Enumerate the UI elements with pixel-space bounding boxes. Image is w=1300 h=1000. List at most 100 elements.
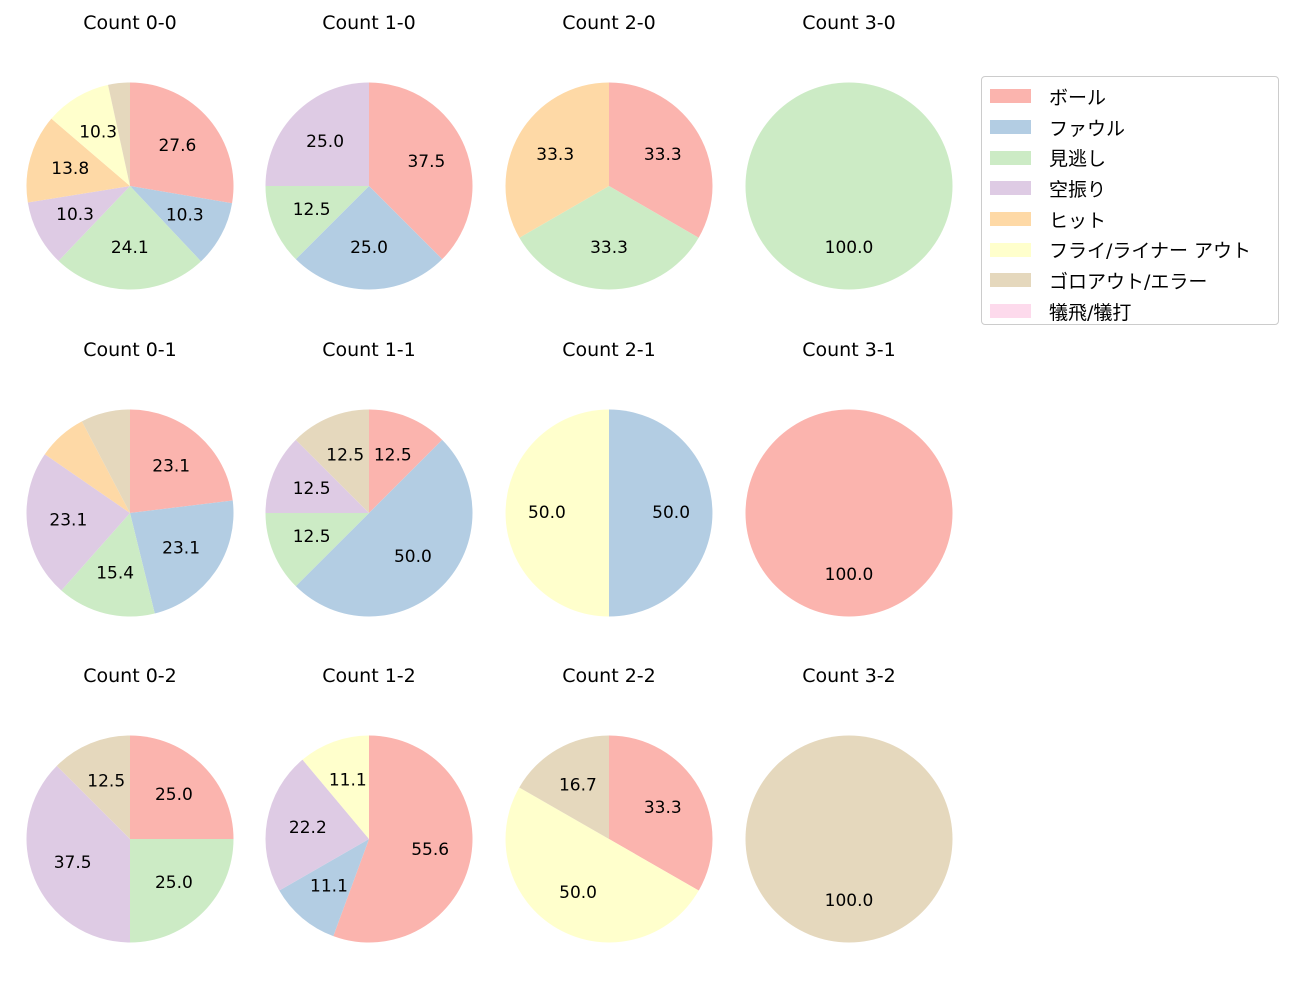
pie-slice bbox=[369, 82, 473, 260]
pie-slice bbox=[26, 765, 131, 943]
pie-slice bbox=[265, 186, 369, 260]
legend-swatch bbox=[990, 120, 1031, 135]
pie-count-0-2: Count 0-2 25.0 25.0 37.5 12.5 bbox=[26, 665, 234, 943]
slice-label: 25.0 bbox=[155, 873, 193, 893]
slice-label: 11.1 bbox=[329, 771, 367, 791]
pie-title: Count 2-2 bbox=[562, 665, 656, 687]
pie-title: Count 3-1 bbox=[802, 339, 896, 361]
pie-count-3-1: Count 3-1 100.0 bbox=[745, 339, 953, 617]
pie-count-1-2: Count 1-2 55.6 11.1 22.2 11.1 bbox=[265, 665, 473, 943]
slice-label: 10.3 bbox=[56, 205, 94, 225]
pie-slice bbox=[745, 409, 953, 617]
pie-slice bbox=[26, 118, 131, 203]
pie-slice bbox=[505, 787, 699, 943]
pie-slice bbox=[130, 186, 233, 262]
slice-label: 25.0 bbox=[155, 785, 193, 805]
pie-count-3-2: Count 3-2 100.0 bbox=[745, 665, 953, 943]
legend-swatch bbox=[990, 181, 1031, 196]
pie-slice bbox=[745, 82, 953, 290]
pie-count-2-1: Count 2-1 50.0 50.0 bbox=[505, 339, 713, 617]
legend-swatch bbox=[990, 212, 1031, 227]
pie-title: Count 0-1 bbox=[83, 339, 177, 361]
slice-label: 100.0 bbox=[825, 238, 874, 258]
slice-label: 50.0 bbox=[652, 503, 690, 523]
pie-slice bbox=[27, 186, 130, 261]
pie-title: Count 0-0 bbox=[83, 12, 177, 34]
slice-label: 33.3 bbox=[644, 145, 682, 165]
pie-slice bbox=[333, 735, 473, 943]
pie-count-1-1: Count 1-1 12.5 50.0 12.5 12.5 12.5 bbox=[265, 339, 473, 617]
pie-slice bbox=[295, 186, 443, 290]
pie-slice bbox=[51, 84, 130, 186]
slice-label: 16.7 bbox=[559, 775, 597, 795]
slice-label: 27.6 bbox=[158, 136, 196, 156]
slice-label: 100.0 bbox=[825, 565, 874, 585]
slice-label: 12.5 bbox=[293, 200, 331, 220]
pie-count-2-0: Count 2-0 33.3 33.3 33.3 bbox=[505, 12, 713, 290]
slice-label: 23.1 bbox=[49, 510, 87, 530]
pie-slice bbox=[44, 421, 131, 513]
pie-title: Count 1-1 bbox=[322, 339, 416, 361]
pie-count-3-0: Count 3-0 100.0 bbox=[745, 12, 953, 290]
legend-label: 見逃し bbox=[1049, 148, 1107, 171]
pie-count-0-1: Count 0-1 23.1 23.1 15.4 23.1 bbox=[26, 339, 234, 617]
legend-item: 空振り bbox=[982, 173, 1278, 204]
pie-title: Count 2-1 bbox=[562, 339, 656, 361]
pie-slice bbox=[58, 186, 201, 290]
legend-item: 犠飛/犠打 bbox=[982, 296, 1278, 327]
slice-label: 50.0 bbox=[559, 883, 597, 903]
pie-slice bbox=[108, 82, 130, 186]
pie-slice bbox=[265, 439, 369, 513]
legend: ボール ファウル 見逃し 空振り ヒット フライ/ライナー アウト ゴロアウト/エラー 犠飛/… bbox=[981, 76, 1279, 325]
pie-slice bbox=[130, 735, 234, 839]
pie-title: Count 0-2 bbox=[83, 665, 177, 687]
pie-slice bbox=[609, 735, 713, 891]
slice-label: 22.2 bbox=[289, 818, 327, 838]
pie-slice bbox=[745, 735, 953, 943]
slice-label: 25.0 bbox=[306, 132, 344, 152]
pie-slice bbox=[505, 409, 609, 617]
pie-slice bbox=[505, 82, 609, 238]
pie-count-1-0: Count 1-0 37.5 25.0 12.5 25.0 bbox=[265, 12, 473, 290]
slice-label: 37.5 bbox=[54, 853, 92, 873]
pie-slice bbox=[609, 82, 713, 238]
legend-label: 犠飛/犠打 bbox=[1049, 301, 1132, 324]
pie-slice bbox=[26, 454, 131, 591]
slice-label: 12.5 bbox=[326, 446, 364, 466]
pie-slice bbox=[265, 82, 369, 186]
slice-label: 12.5 bbox=[293, 527, 331, 547]
legend-item: ヒット bbox=[982, 204, 1278, 235]
pie-slice bbox=[56, 735, 130, 839]
slice-label: 23.1 bbox=[162, 538, 200, 558]
pie-count-0-0: Count 0-0 27.6 10.3 24.1 10.3 13.8 10.3 bbox=[26, 12, 234, 290]
slice-label: 25.0 bbox=[350, 238, 388, 258]
slice-label: 10.3 bbox=[166, 205, 204, 225]
pie-slice bbox=[130, 500, 234, 614]
pie-slice bbox=[369, 409, 443, 513]
pie-slice bbox=[61, 513, 155, 617]
pie-slice bbox=[130, 82, 234, 204]
legend-swatch bbox=[990, 304, 1031, 319]
pie-title: Count 1-2 bbox=[322, 665, 416, 687]
pie-title: Count 3-0 bbox=[802, 12, 896, 34]
pie-count-2-2: Count 2-2 33.3 50.0 16.7 bbox=[505, 665, 713, 943]
pie-title: Count 1-0 bbox=[322, 12, 416, 34]
slice-label: 15.4 bbox=[96, 563, 134, 583]
legend-item: ゴロアウト/エラー bbox=[982, 265, 1278, 296]
pie-slice bbox=[519, 186, 699, 290]
legend-label: ボール bbox=[1049, 86, 1107, 109]
pie-slice bbox=[265, 513, 369, 587]
legend-item: 見逃し bbox=[982, 142, 1278, 173]
slice-label: 23.1 bbox=[152, 457, 190, 477]
legend-label: 空振り bbox=[1049, 178, 1107, 201]
slice-label: 12.5 bbox=[293, 479, 331, 499]
pie-title: Count 3-2 bbox=[802, 665, 896, 687]
slice-label: 33.3 bbox=[644, 798, 682, 818]
slice-label: 12.5 bbox=[87, 772, 125, 792]
slice-label: 11.1 bbox=[310, 876, 348, 896]
slice-label: 10.3 bbox=[79, 123, 117, 143]
legend-swatch bbox=[990, 242, 1031, 257]
pie-slice bbox=[302, 735, 369, 839]
legend-item: ボール bbox=[982, 81, 1278, 112]
